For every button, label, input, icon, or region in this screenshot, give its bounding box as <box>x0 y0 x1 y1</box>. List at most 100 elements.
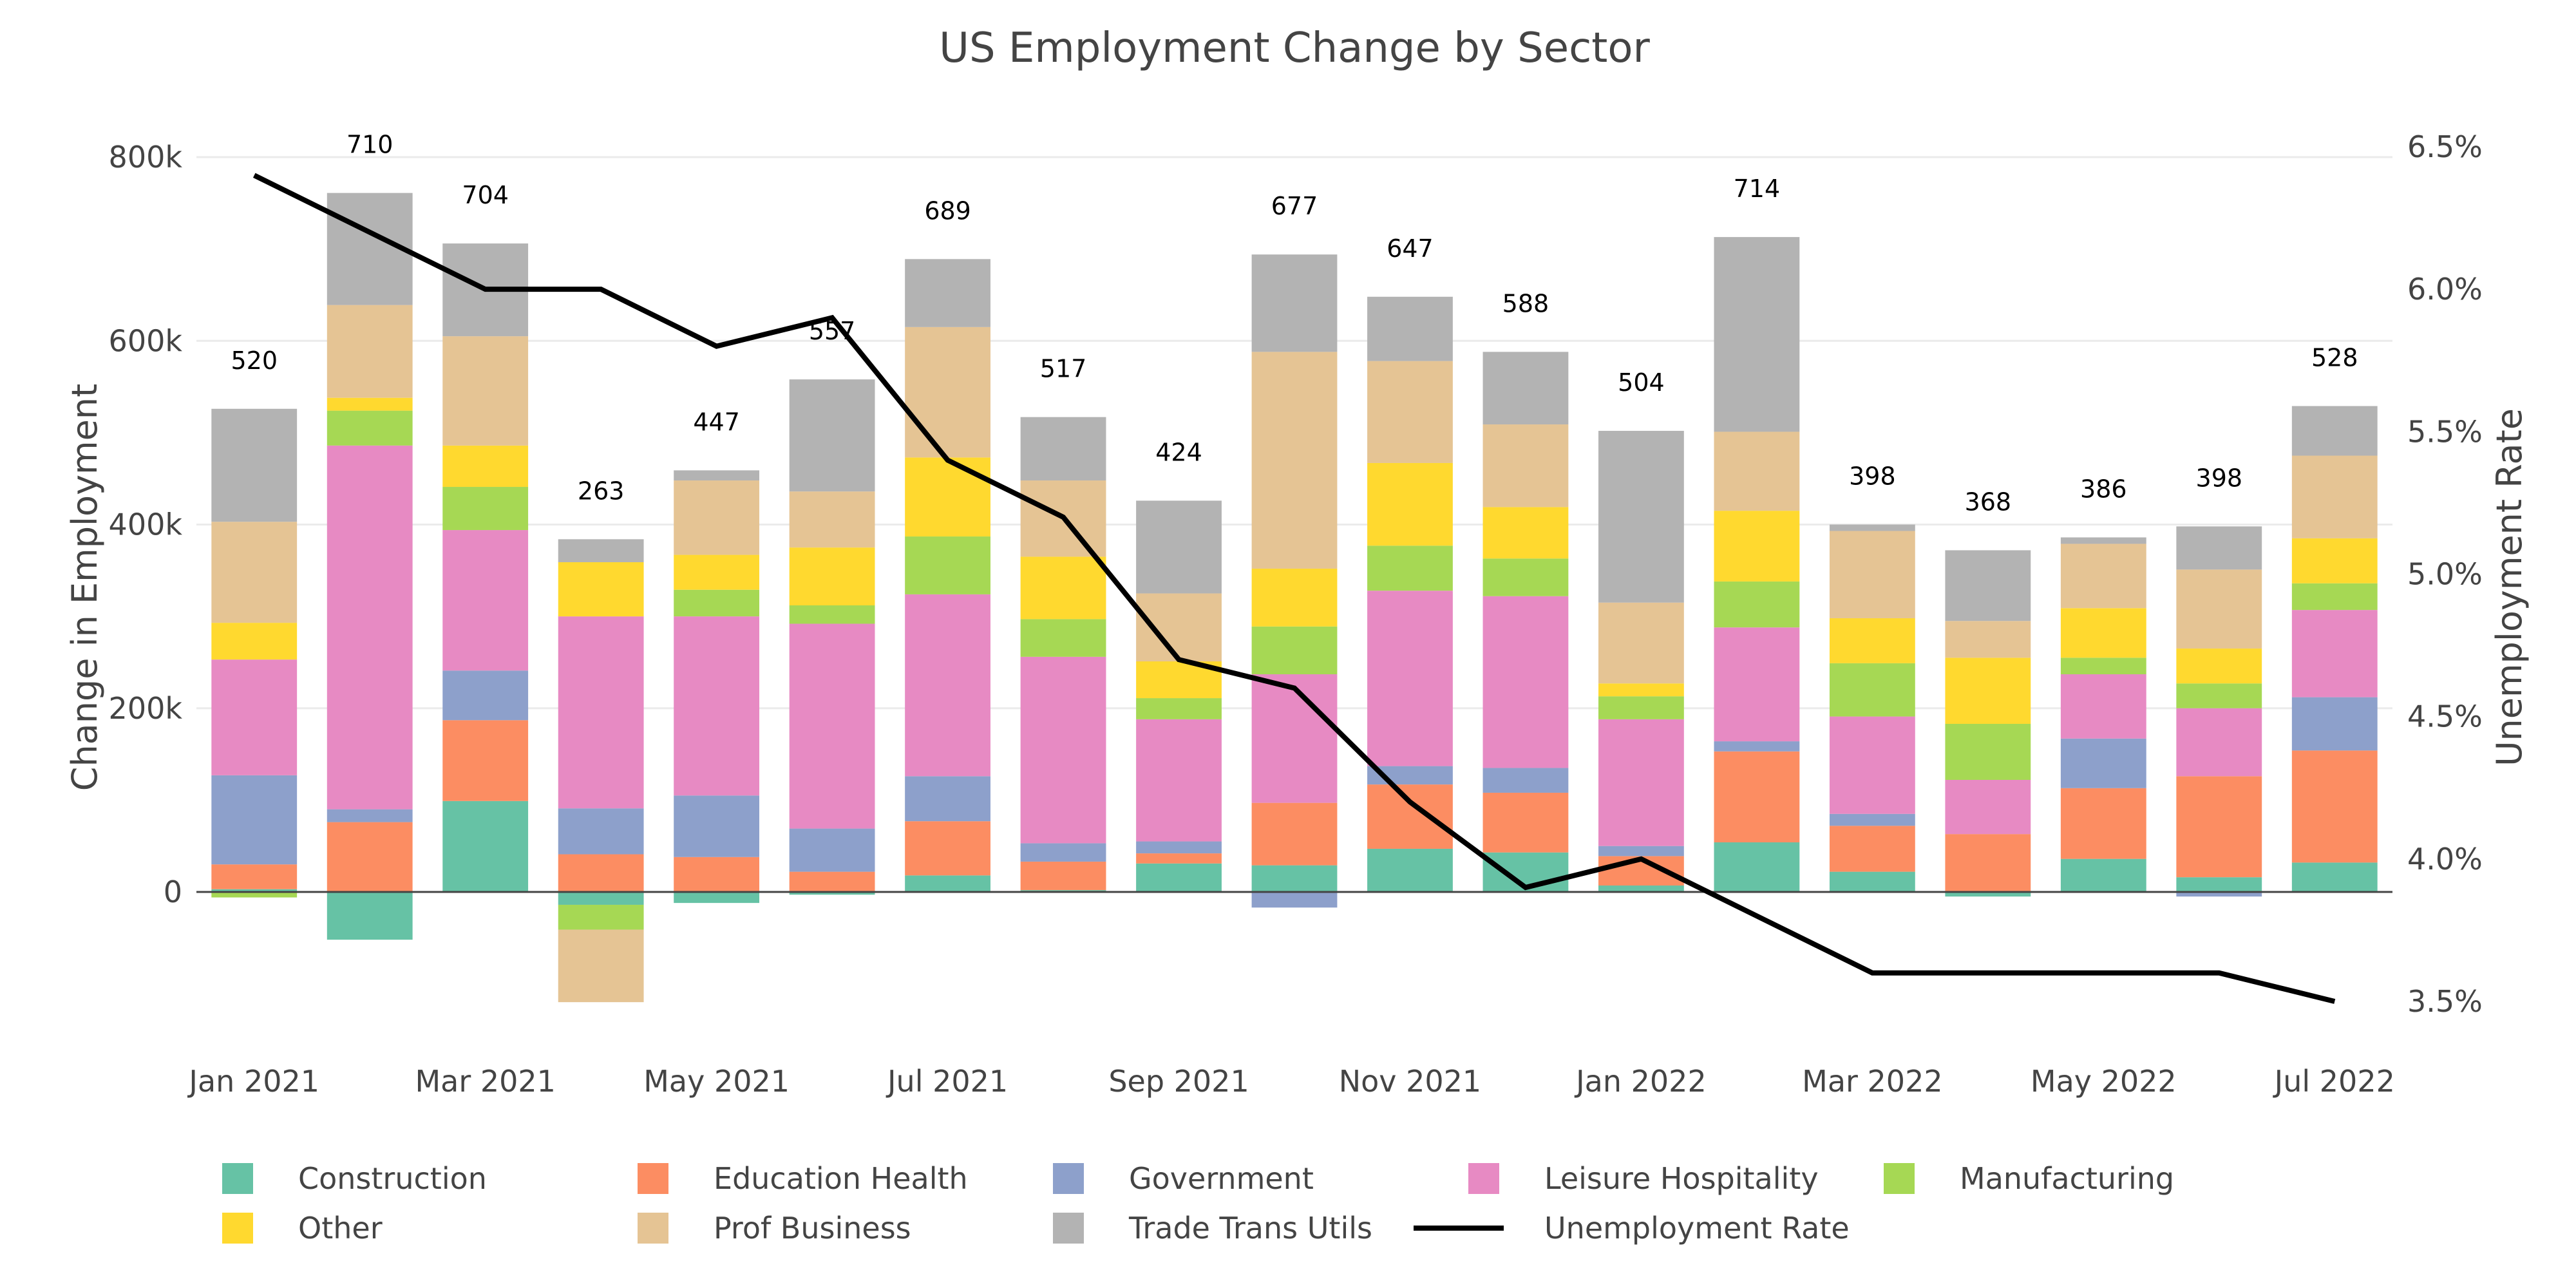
bar-total-label: 704 <box>462 181 509 209</box>
bar-segment-prof-business <box>2291 455 2378 538</box>
bar-segment-prof-business <box>327 305 413 398</box>
bar-segment-government <box>789 828 875 872</box>
bar-segment-trade-trans-utils <box>905 259 990 327</box>
bar-segment-education-health <box>2291 750 2378 863</box>
x-tick-label: May 2022 <box>2031 1064 2177 1099</box>
bar-segment-education-health <box>1482 792 1569 853</box>
bar-total-label: 517 <box>1040 355 1087 383</box>
legend-label: Construction <box>298 1161 487 1196</box>
unemployment-line-layer <box>252 173 2336 1004</box>
bar-segment-manufacturing <box>2176 683 2262 708</box>
chart-title: US Employment Change by Sector <box>939 24 1650 72</box>
legend: Construction Education Health Government Le… <box>222 1161 2174 1245</box>
bar-segment-leisure-hospitality <box>1598 719 1684 846</box>
y2-tick-label: 5.5% <box>2407 414 2483 449</box>
bar-total-label: 504 <box>1618 368 1665 397</box>
legend-item-construction: Construction <box>222 1161 487 1196</box>
bar-total-label: 689 <box>924 196 971 225</box>
bar-segment-prof-business <box>442 336 529 446</box>
bar-segment-trade-trans-utils <box>1829 524 1915 531</box>
bar-segment-other <box>1020 556 1106 620</box>
legend-label: Education Health <box>714 1161 968 1196</box>
bar-segment-construction <box>327 892 413 940</box>
bar-total-label: 710 <box>346 131 393 159</box>
bar-segment-education-health <box>442 720 529 801</box>
legend-color-swatch <box>638 1163 668 1194</box>
bar-segment-other <box>2291 538 2378 583</box>
bar-segment-education-health <box>1367 784 1453 849</box>
bar-segment-leisure-hospitality <box>442 530 529 671</box>
bar-segment-leisure-hospitality <box>327 445 413 810</box>
bar-segment-manufacturing <box>1136 698 1222 719</box>
bar-segment-education-health <box>1251 802 1338 866</box>
legend-item-unemployment-rate: Unemployment Rate <box>1414 1211 1850 1245</box>
bar-total-label: 398 <box>1849 462 1896 491</box>
legend-color-swatch <box>1884 1163 1915 1194</box>
x-tick-label: Jan 2022 <box>1574 1064 1707 1099</box>
bar-segment-manufacturing <box>1251 626 1338 674</box>
bar-segment-government <box>211 775 298 865</box>
bar-segment-other <box>2176 649 2262 684</box>
bar-segment-other <box>1598 683 1684 697</box>
bar-total-label: 424 <box>1155 438 1202 466</box>
bar-segment-leisure-hospitality <box>211 659 298 775</box>
bar-segment-construction <box>1367 848 1453 892</box>
bar-segment-government <box>558 808 644 855</box>
bar-segment-construction <box>2291 862 2378 892</box>
x-tick-label: Jan 2021 <box>187 1064 319 1099</box>
bar-segment-government <box>2176 892 2262 897</box>
legend-label: Manufacturing <box>1960 1161 2174 1196</box>
bar-segment-construction <box>1714 842 1800 892</box>
x-tick-label: Nov 2021 <box>1339 1064 1481 1099</box>
bar-segment-manufacturing <box>1714 581 1800 628</box>
bar-segment-education-health <box>674 857 760 892</box>
bar-total-label: 368 <box>1965 488 2012 516</box>
bar-segment-government <box>1482 768 1569 793</box>
bar-segment-leisure-hospitality <box>1136 719 1222 842</box>
bar-segment-manufacturing <box>558 904 644 930</box>
bar-segment-other <box>558 562 644 617</box>
bar-segment-government <box>1714 741 1800 752</box>
bar-segment-government <box>1020 843 1106 862</box>
bar-segment-other <box>1714 511 1800 582</box>
bar-segment-other <box>442 445 529 488</box>
bar-segment-manufacturing <box>1482 558 1569 596</box>
bar-segment-manufacturing <box>327 410 413 446</box>
bar-segment-trade-trans-utils <box>1136 500 1222 594</box>
bar-segment-other <box>327 397 413 411</box>
bar-segment-government <box>905 776 990 822</box>
bar-total-label: 398 <box>2196 464 2243 492</box>
bar-total-label: 528 <box>2311 344 2358 372</box>
bar-segment-leisure-hospitality <box>1945 779 2031 835</box>
bar-segment-other <box>789 547 875 606</box>
bar-segment-trade-trans-utils <box>2176 526 2262 570</box>
bar-segment-other <box>2060 608 2146 658</box>
legend-item-leisure-hospitality: Leisure Hospitality <box>1468 1161 1819 1196</box>
y2-axis-title: Unemployment Rate <box>2489 408 2530 766</box>
bar-segment-government <box>1598 846 1684 857</box>
legend-label: Government <box>1129 1161 1314 1196</box>
bar-segment-education-health <box>1136 853 1222 864</box>
bar-segment-prof-business <box>1829 531 1915 618</box>
legend-label: Leisure Hospitality <box>1544 1161 1819 1196</box>
legend-label: Unemployment Rate <box>1544 1211 1850 1245</box>
bar-segment-prof-business <box>2176 569 2262 649</box>
bar-segment-other <box>211 623 298 660</box>
y-tick-label: 600k <box>109 323 183 358</box>
y2-tick-label: 6.5% <box>2407 129 2483 164</box>
bar-segment-leisure-hospitality <box>1714 627 1800 742</box>
bar-segment-other <box>1945 658 2031 724</box>
bar-segment-education-health <box>905 821 990 876</box>
bar-segment-leisure-hospitality <box>1251 674 1338 803</box>
bar-segment-prof-business <box>905 327 990 458</box>
bar-segment-prof-business <box>2060 544 2146 609</box>
bar-total-label: 263 <box>578 477 625 505</box>
bar-segment-prof-business <box>1945 621 2031 658</box>
legend-color-swatch <box>1053 1213 1084 1244</box>
bar-segment-trade-trans-utils <box>558 539 644 562</box>
bar-segment-other <box>1829 618 1915 663</box>
bar-segment-government <box>442 670 529 721</box>
bar-segment-prof-business <box>211 522 298 623</box>
y2-tick-label: 4.5% <box>2407 699 2483 734</box>
bar-total-label: 714 <box>1734 175 1781 203</box>
